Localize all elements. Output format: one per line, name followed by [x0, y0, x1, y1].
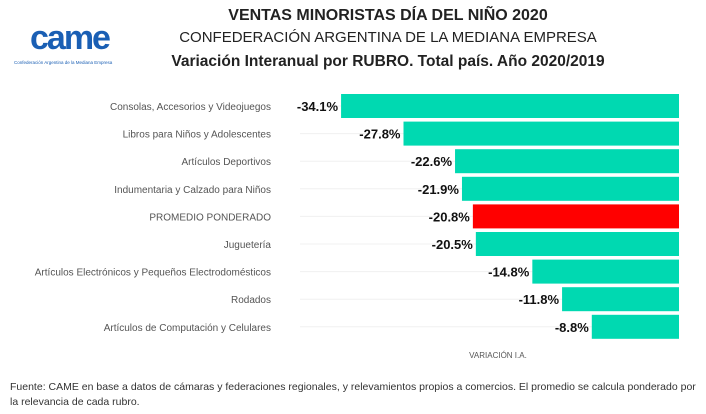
organization-subtitle: CONFEDERACIÓN ARGENTINA DE LA MEDIANA EM…	[179, 29, 597, 46]
came-logo: came Confederación Argentina de la Media…	[12, 18, 128, 68]
source-note: Fuente: CAME en base a datos de cámaras …	[10, 381, 696, 408]
data-label: -27.8%	[359, 127, 401, 142]
data-label: -34.1%	[297, 99, 339, 114]
bar	[403, 121, 679, 146]
bar	[341, 94, 679, 118]
data-label: -22.6%	[411, 154, 453, 169]
bar	[461, 176, 679, 201]
bar	[532, 259, 679, 284]
category-label: Artículos Deportivos	[182, 157, 271, 168]
bar	[475, 232, 679, 256]
data-label: -8.8%	[555, 320, 589, 335]
category-label: Rodados	[231, 295, 271, 306]
x-axis-label: VARIACIÓN I.A.	[469, 351, 527, 360]
logo-wordmark: came	[30, 19, 111, 57]
data-label: -11.8%	[519, 292, 560, 307]
highlight-bar	[472, 204, 679, 229]
category-label: Juguetería	[224, 240, 272, 251]
data-label: -20.5%	[432, 237, 474, 252]
data-label: -21.9%	[418, 182, 460, 197]
category-label: Artículos de Computación y Celulares	[104, 323, 271, 334]
bar	[591, 314, 679, 339]
chart-title: Variación Interanual por RUBRO. Total pa…	[171, 53, 605, 70]
bar	[455, 149, 679, 174]
category-label: Consolas, Accesorios y Videojuegos	[110, 102, 271, 113]
report-title: VENTAS MINORISTAS DÍA DEL NIÑO 2020	[228, 7, 548, 24]
category-label: Libros para Niños y Adolescentes	[123, 130, 271, 141]
category-label: Indumentaria y Calzado para Niños	[114, 185, 271, 196]
bar	[562, 287, 679, 312]
logo-tagline: Confederación Argentina de la Mediana Em…	[14, 60, 113, 65]
category-label: PROMEDIO PONDERADO	[149, 212, 271, 223]
bar-chart: Consolas, Accesorios y Videojuegos -34.1%…	[35, 94, 679, 360]
data-label: -20.8%	[429, 209, 471, 224]
data-label: -14.8%	[488, 265, 530, 280]
category-label: Artículos Electrónicos y Pequeños Electr…	[35, 268, 271, 279]
